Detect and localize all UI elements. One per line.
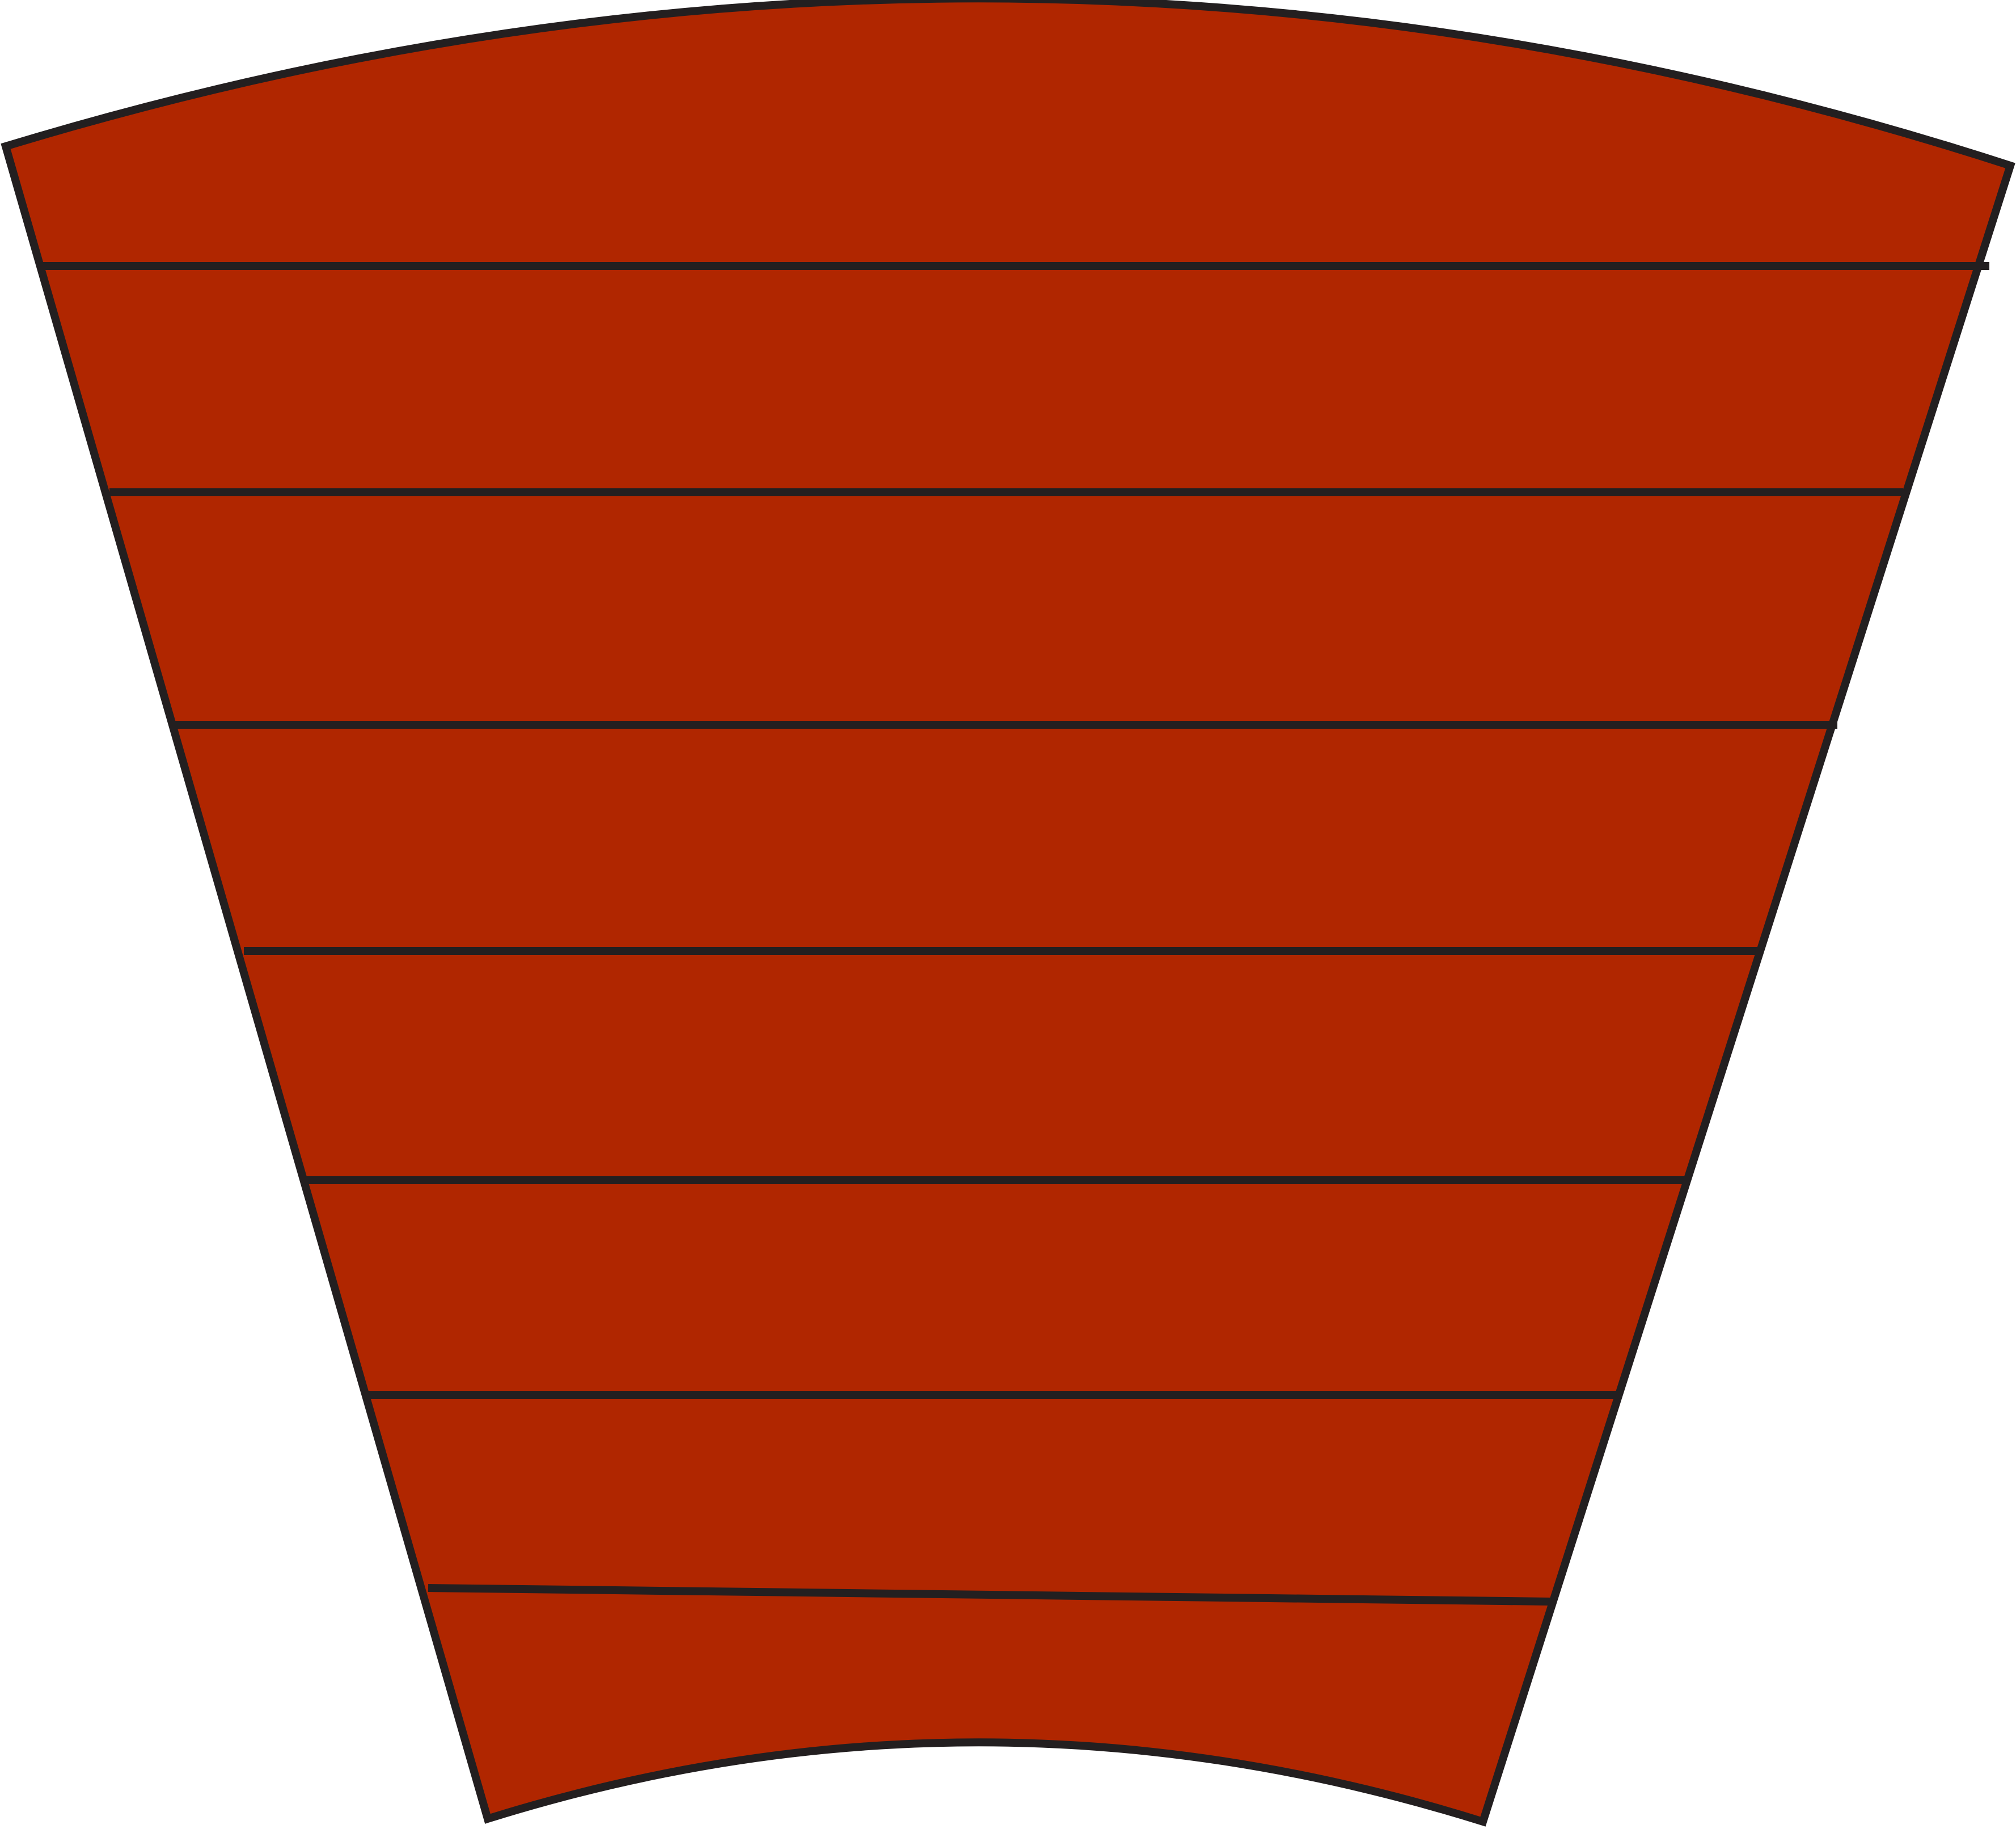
band-divider-7 bbox=[428, 1584, 1552, 1606]
band-dividers bbox=[41, 262, 1989, 1606]
